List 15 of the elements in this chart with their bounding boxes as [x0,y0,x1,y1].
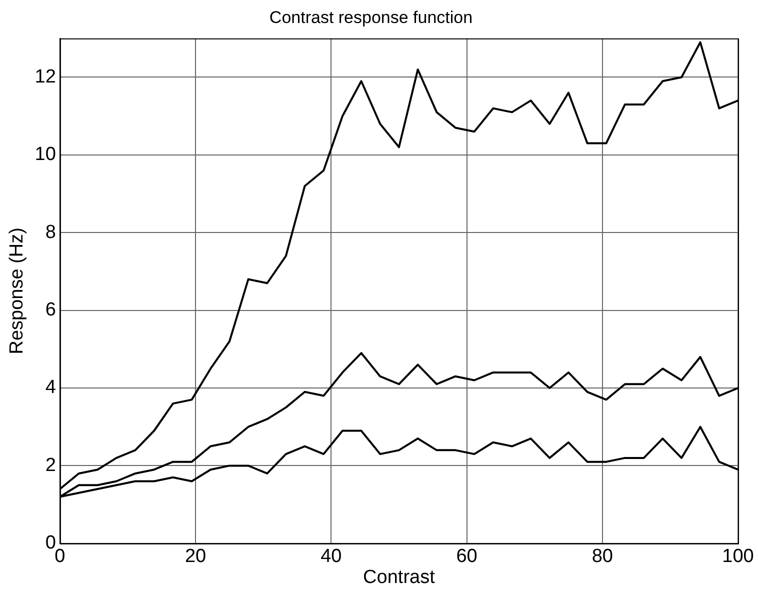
y-tick-label: 10 [34,144,56,166]
x-axis-title: Contrast [363,566,436,588]
x-tick-label: 100 [722,546,754,568]
x-tick-label: 40 [320,546,342,568]
y-tick-label: 6 [45,300,56,321]
y-axis-title: Response (Hz) [6,228,28,354]
y-tick-label: 0 [45,532,56,554]
x-tick-label: 20 [184,546,206,568]
chart-title: Contrast response function [269,8,473,27]
y-tick-label: 12 [34,66,56,88]
x-tick-label: 80 [592,546,613,568]
y-tick-label: 4 [45,377,56,398]
x-tick-label: 60 [456,546,478,568]
y-tick-label: 2 [45,454,56,476]
y-tick-label: 8 [45,222,56,243]
